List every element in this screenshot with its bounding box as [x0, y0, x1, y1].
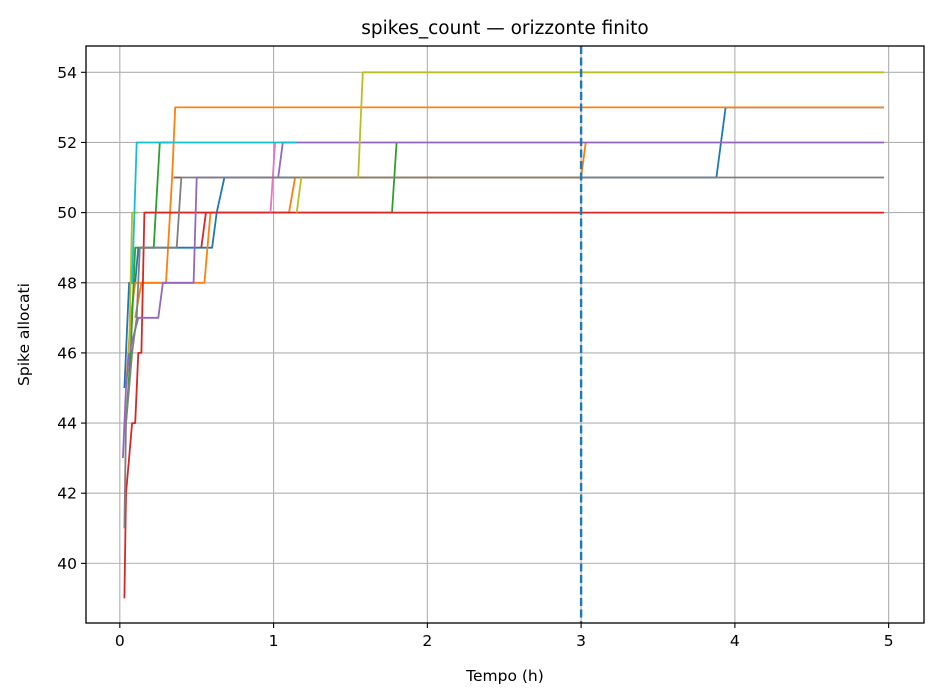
y-tick-label: 44: [57, 415, 77, 433]
x-tick-label: 4: [730, 632, 740, 650]
x-axis-ticks: 0 1 2 3 4 5: [115, 623, 894, 650]
series-lines: [122, 71, 884, 599]
y-tick-label: 54: [57, 64, 77, 82]
series-line-2: [125, 106, 884, 389]
series-line-13: [295, 177, 303, 213]
series-line-8: [122, 141, 884, 459]
series-line-11: [123, 176, 884, 529]
x-tick-label: 1: [269, 632, 279, 650]
x-tick-label: 5: [884, 632, 894, 650]
y-axis-ticks: 40 42 44 46 48 50 52 54: [57, 64, 86, 573]
chart-title: spikes_count — orizzonte finito: [361, 18, 648, 39]
y-tick-label: 40: [57, 555, 77, 573]
y-tick-label: 52: [57, 134, 77, 152]
y-tick-label: 42: [57, 485, 77, 503]
plot-frame: [85, 45, 925, 624]
x-tick-label: 2: [422, 632, 432, 650]
y-axis-title: Spike allocati: [15, 283, 33, 386]
series-line-6: [123, 211, 884, 599]
y-tick-label: 48: [57, 274, 77, 292]
series-line-15: [131, 141, 297, 283]
y-tick-label: 46: [57, 344, 77, 362]
y-tick-label: 50: [57, 204, 77, 222]
series-line-1: [123, 106, 884, 389]
x-tick-label: 3: [576, 632, 586, 650]
series-line-12: [128, 211, 139, 353]
x-axis-title: Tempo (h): [465, 667, 544, 685]
series-line-14: [357, 71, 884, 178]
grid: [86, 46, 924, 623]
x-tick-label: 0: [115, 632, 125, 650]
series-line-7: [200, 212, 207, 248]
